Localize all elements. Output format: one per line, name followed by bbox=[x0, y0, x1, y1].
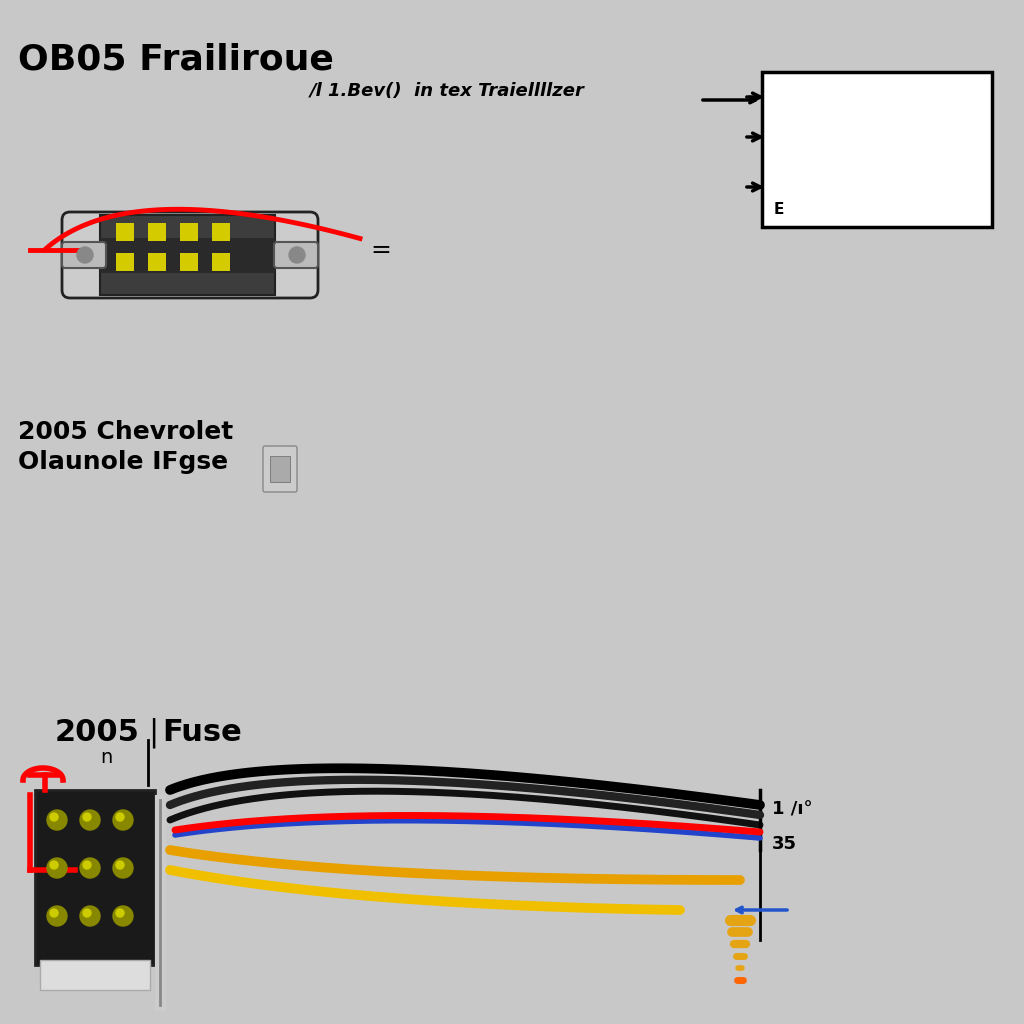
Circle shape bbox=[47, 906, 67, 926]
Circle shape bbox=[113, 858, 133, 878]
Circle shape bbox=[83, 813, 91, 821]
Bar bbox=[100, 215, 275, 295]
Circle shape bbox=[80, 810, 100, 830]
Bar bbox=[148, 223, 166, 241]
Circle shape bbox=[113, 906, 133, 926]
Circle shape bbox=[83, 909, 91, 918]
Circle shape bbox=[47, 810, 67, 830]
Text: |: | bbox=[148, 718, 159, 749]
Circle shape bbox=[83, 861, 91, 869]
Bar bbox=[116, 223, 134, 241]
Bar bbox=[40, 961, 150, 990]
Text: Olaunole IFgse: Olaunole IFgse bbox=[18, 450, 228, 474]
FancyBboxPatch shape bbox=[263, 446, 297, 492]
Circle shape bbox=[116, 909, 124, 918]
Text: 1 /ı°: 1 /ı° bbox=[772, 800, 813, 818]
Circle shape bbox=[80, 858, 100, 878]
Text: n: n bbox=[100, 748, 113, 767]
Bar bbox=[35, 790, 155, 965]
Circle shape bbox=[50, 813, 58, 821]
FancyBboxPatch shape bbox=[274, 242, 318, 268]
Bar bbox=[180, 253, 198, 271]
Text: OB05 Frailiroue: OB05 Frailiroue bbox=[18, 42, 334, 76]
Text: =: = bbox=[370, 238, 391, 262]
Text: Fuse: Fuse bbox=[162, 718, 242, 746]
Circle shape bbox=[116, 813, 124, 821]
Bar bbox=[212, 253, 230, 271]
FancyBboxPatch shape bbox=[62, 242, 106, 268]
Bar bbox=[270, 456, 290, 482]
Bar bbox=[212, 223, 230, 241]
Circle shape bbox=[50, 861, 58, 869]
Circle shape bbox=[113, 810, 133, 830]
Bar bbox=[180, 223, 198, 241]
Bar bbox=[148, 253, 166, 271]
Circle shape bbox=[77, 247, 93, 263]
Text: 35: 35 bbox=[772, 835, 797, 853]
Circle shape bbox=[289, 247, 305, 263]
Circle shape bbox=[116, 861, 124, 869]
Bar bbox=[762, 72, 992, 227]
Circle shape bbox=[80, 906, 100, 926]
FancyBboxPatch shape bbox=[62, 212, 318, 298]
Bar bbox=[116, 253, 134, 271]
Text: E: E bbox=[774, 202, 784, 217]
Circle shape bbox=[47, 858, 67, 878]
Text: 2005 Chevrolet: 2005 Chevrolet bbox=[18, 420, 233, 444]
Bar bbox=[100, 238, 275, 273]
Text: 2005: 2005 bbox=[55, 718, 140, 746]
Circle shape bbox=[50, 909, 58, 918]
Text: /l 1.Bev()  in tex Traiellllzer: /l 1.Bev() in tex Traiellllzer bbox=[310, 82, 585, 100]
